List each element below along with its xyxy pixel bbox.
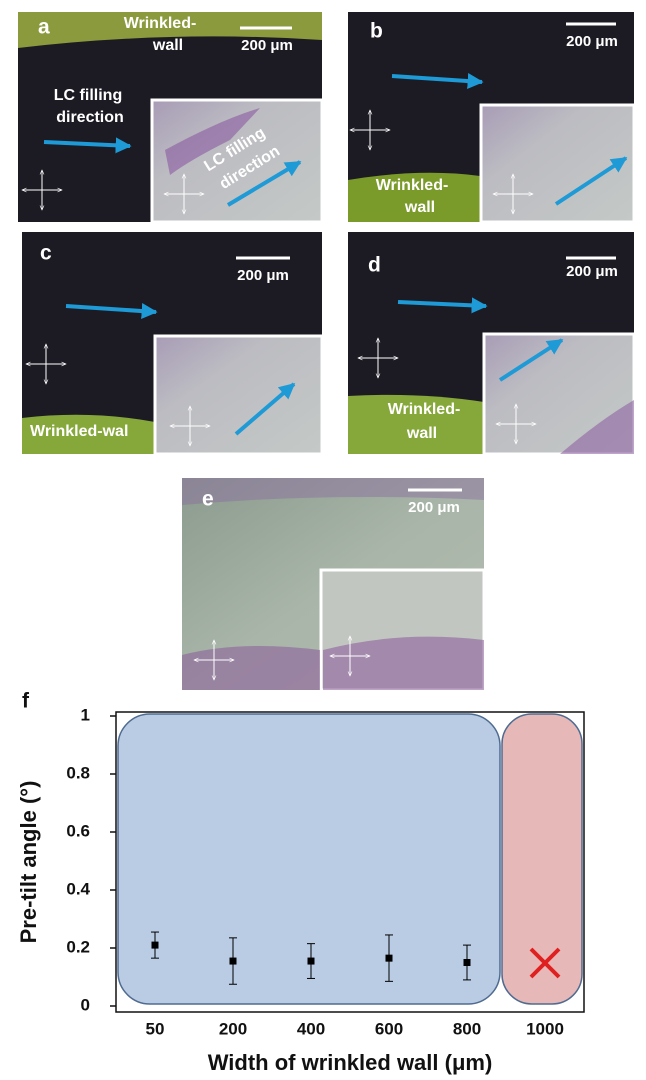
panel-label: d <box>368 254 381 277</box>
y-tick-label: 0.2 <box>66 937 90 956</box>
panel-label: c <box>40 242 52 265</box>
scale-label: 200 μm <box>566 263 618 280</box>
x-axis-title: Width of wrinkled wall (μm) <box>208 1050 493 1075</box>
direction-label: direction <box>56 109 124 126</box>
wall-label: wall <box>404 199 435 216</box>
x-tick-label: 400 <box>297 1019 325 1038</box>
scale-label: 200 μm <box>237 267 289 284</box>
wall-label: wall <box>406 425 437 442</box>
wall-label: Wrinkled- <box>388 401 461 418</box>
data-point <box>386 955 393 962</box>
data-point <box>464 959 471 966</box>
scale-label: 200 μm <box>566 33 618 50</box>
data-point <box>308 958 315 965</box>
panel-c: c 200 μm Wrinkled-wal <box>22 232 322 454</box>
panel-label: b <box>370 20 383 43</box>
direction-label: LC filling <box>54 87 122 104</box>
panel-d: d 200 μm Wrinkled- wall <box>348 232 634 454</box>
y-tick-label: 0 <box>81 995 90 1014</box>
panel-b: b 200 μm Wrinkled- wall <box>348 12 634 222</box>
y-tick-label: 1 <box>81 705 90 724</box>
data-point <box>230 958 237 965</box>
wall-label: Wrinkled- <box>124 15 197 32</box>
x-tick-label: 1000 <box>526 1019 564 1038</box>
data-point <box>152 942 159 949</box>
y-tick-label: 0.6 <box>66 821 90 840</box>
panel-label: e <box>202 488 214 511</box>
y-tick-label: 0.8 <box>66 763 90 782</box>
x-tick-label: 800 <box>453 1019 481 1038</box>
wall-label: Wrinkled-wal <box>30 423 128 440</box>
scale-label: 200 μm <box>241 37 293 54</box>
panel-label: a <box>38 16 50 39</box>
y-tick-label: 0.4 <box>66 879 90 898</box>
panel-a: a Wrinkled- wall 200 μm LC filling direc… <box>18 12 322 222</box>
scale-label: 200 μm <box>408 499 460 516</box>
y-axis-title: Pre-tilt angle (°) <box>16 781 41 944</box>
x-tick-label: 200 <box>219 1019 247 1038</box>
wall-label: wall <box>152 37 183 54</box>
wall-label: Wrinkled- <box>376 177 449 194</box>
x-tick-label: 600 <box>375 1019 403 1038</box>
x-tick-label: 50 <box>146 1019 165 1038</box>
panel-label: f <box>22 690 30 713</box>
figure: a Wrinkled- wall 200 μm LC filling direc… <box>0 0 646 1080</box>
panel-e: e 200 μm <box>182 478 484 690</box>
panel-f: f Pre-tilt angle (°) Width of wrinkled w… <box>16 690 584 1075</box>
inset <box>155 336 322 454</box>
